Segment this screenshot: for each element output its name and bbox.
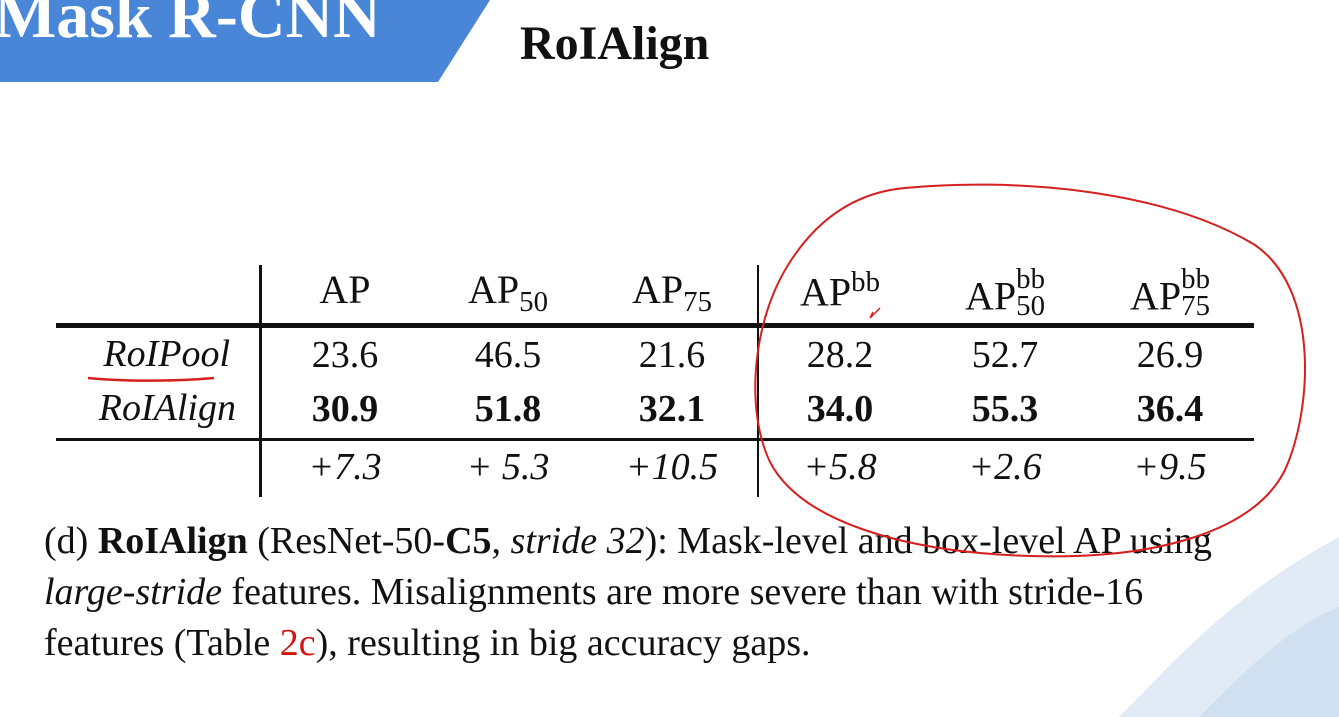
header-apbb75: AP bb 75 — [1130, 263, 1210, 323]
cell-delta-ap50: + 5.3 — [466, 446, 550, 488]
cell-roialign-ap75: 32.1 — [638, 388, 706, 430]
table-reference-link[interactable]: 2c — [279, 622, 316, 664]
cell-roipool-apbb75: 26.9 — [1136, 334, 1204, 376]
cell-roipool-apbb: 28.2 — [806, 334, 874, 376]
cell-roialign-ap: 30.9 — [311, 388, 379, 430]
cell-roipool-ap: 23.6 — [311, 334, 379, 376]
slide-title: RoIAlign — [520, 17, 710, 70]
table-vertical-rule-middle — [757, 265, 759, 497]
cell-roipool-apbb50: 52.7 — [971, 334, 1039, 376]
banner-title: Mask R-CNN — [0, 0, 381, 52]
header-apbb: APbb — [800, 266, 880, 315]
cell-roialign-apbb75: 36.4 — [1136, 388, 1204, 430]
header-ap50: AP50 — [468, 267, 548, 319]
cell-roialign-apbb: 34.0 — [806, 388, 874, 430]
cell-delta-apbb: +5.8 — [803, 446, 877, 488]
table-header-rule — [56, 323, 1254, 328]
table-vertical-rule-left — [259, 265, 262, 497]
cell-delta-ap75: +10.5 — [625, 446, 719, 488]
row-label-roialign: RoIAlign — [98, 387, 236, 429]
cell-delta-apbb75: +9.5 — [1133, 446, 1207, 488]
header-apbb50: AP bb 50 — [965, 263, 1045, 323]
header-ap75: AP75 — [632, 267, 712, 319]
title-banner — [0, 0, 490, 82]
row-label-roipool: RoIPool — [103, 333, 230, 375]
decorative-corner-wash — [1119, 537, 1339, 717]
table-delta-rule — [56, 438, 1254, 441]
cell-delta-apbb50: +2.6 — [968, 446, 1042, 488]
cell-roipool-ap50: 46.5 — [474, 334, 542, 376]
table-caption: (d) RoIAlign (ResNet-50-C5, stride 32): … — [44, 520, 1213, 664]
cell-roipool-ap75: 21.6 — [638, 334, 706, 376]
cell-roialign-apbb50: 55.3 — [971, 388, 1039, 430]
cell-delta-ap: +7.3 — [308, 446, 382, 488]
header-ap: AP — [319, 267, 371, 312]
cell-roialign-ap50: 51.8 — [474, 388, 542, 430]
